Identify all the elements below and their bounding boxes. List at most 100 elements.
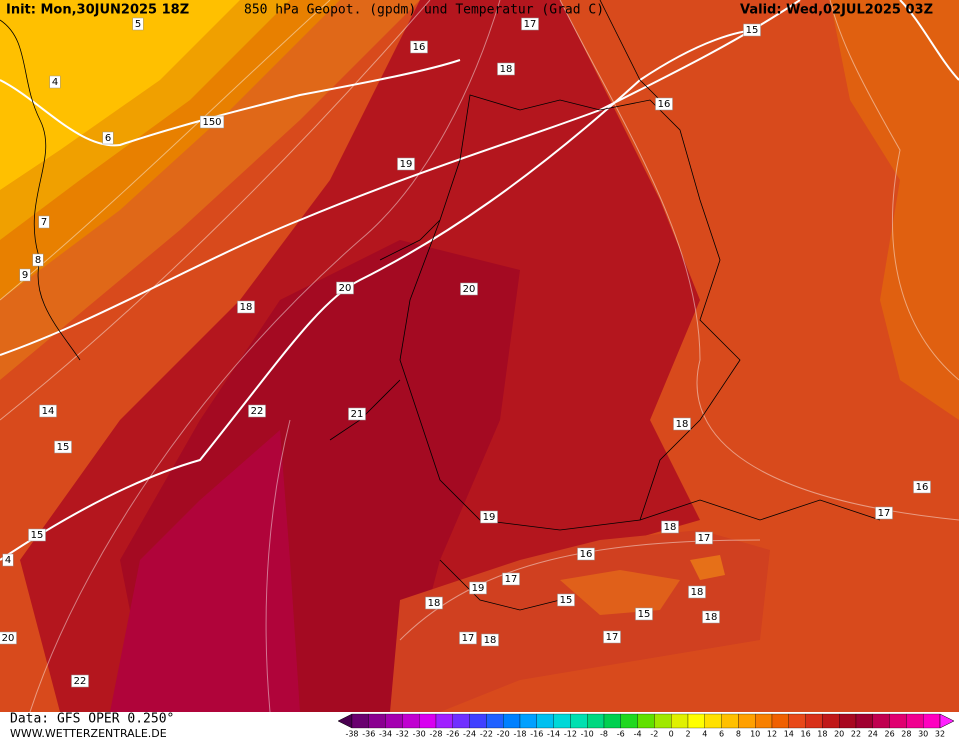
contour-label: 19: [480, 510, 498, 524]
legend-tick-label: 26: [885, 730, 895, 739]
website: WWW.WETTERZENTRALE.DE: [10, 727, 167, 740]
contour-label-text: 15: [31, 530, 44, 541]
legend-tick-label: -32: [396, 730, 409, 739]
contour-label: 19: [397, 157, 415, 171]
legend-swatch: [738, 713, 756, 729]
contour-label: 17: [695, 531, 713, 545]
contour-label-text: 19: [400, 159, 413, 170]
contour-label-box: [469, 581, 487, 595]
legend-tick-label: 8: [736, 730, 741, 739]
legend-swatch: [351, 713, 369, 729]
legend-tick-label: 6: [719, 730, 724, 739]
legend-tick-label: 4: [702, 730, 707, 739]
contour-label-box: [635, 607, 653, 621]
contour-label-text: 14: [42, 406, 55, 417]
contour-label-box: [497, 62, 515, 76]
legend-tick-label: -6: [617, 730, 625, 739]
contour-label: 9: [19, 268, 31, 282]
legend-swatch: [536, 713, 554, 729]
contour-label-text: 7: [41, 217, 47, 228]
contour-label-text: 20: [463, 284, 476, 295]
legend-swatch: [671, 713, 689, 729]
contour-label-box: [688, 585, 706, 599]
contour-label-text: 18: [705, 612, 718, 623]
contour-label: 18: [497, 62, 515, 76]
contour-label-box: [28, 528, 46, 542]
contour-label: 15: [635, 607, 653, 621]
contour-label: 15: [54, 440, 72, 454]
contour-label: 7: [38, 215, 50, 229]
contour-label-box: [19, 268, 31, 282]
contour-label: 18: [237, 300, 255, 314]
contour-label-box: [480, 510, 498, 524]
legend-swatch: [419, 713, 437, 729]
legend-swatch: [469, 713, 487, 729]
map-field: [0, 0, 959, 713]
legend-swatch: [923, 713, 941, 729]
contour-label-box: [695, 531, 713, 545]
legend-tick-label: -12: [564, 730, 577, 739]
contour-label-box: [673, 417, 691, 431]
contour-label-text: 21: [351, 409, 364, 420]
legend-swatch: [822, 713, 840, 729]
color-legend: -38 -36 -34 -32 -30 -28 -26 -24 -22 -20 -18 -16 -14-…: [337, 713, 955, 739]
legend-swatch: [721, 713, 739, 729]
contour-label-box: [913, 480, 931, 494]
contour-label-text: 19: [483, 512, 496, 523]
contour-label-box: [875, 506, 893, 520]
contour-label-text: 19: [472, 583, 485, 594]
legend-swatch: [368, 713, 386, 729]
legend-swatch: [637, 713, 655, 729]
contour-label-text: 6: [105, 133, 111, 144]
contour-label: 5: [132, 17, 144, 31]
contour-label-box: [661, 520, 679, 534]
legend-tick-label: 18: [817, 730, 827, 739]
contour-label-text: 17: [462, 633, 475, 644]
contour-label-text: 20: [2, 633, 15, 644]
contour-label: 6: [102, 131, 114, 145]
legend-swatch: [385, 713, 403, 729]
legend-swatch: [704, 713, 722, 729]
legend-swatch: [839, 713, 857, 729]
legend-tick-label: 24: [868, 730, 878, 739]
contour-label: 22: [71, 674, 89, 688]
contour-label-text: 15: [638, 609, 651, 620]
legend-swatch: [906, 713, 924, 729]
legend-tick-label: -38: [345, 730, 358, 739]
contour-label-box: [71, 674, 89, 688]
contour-label: 18: [673, 417, 691, 431]
contour-label-box: [577, 547, 595, 561]
contour-label-box: [743, 23, 761, 37]
contour-label: 4: [2, 553, 14, 567]
contour-label-text: 17: [698, 533, 711, 544]
contour-label-box: [132, 17, 144, 31]
contour-label: 16: [655, 97, 673, 111]
legend-swatch: [570, 713, 588, 729]
contour-label-text: 17: [524, 19, 537, 30]
contour-label: 16: [577, 547, 595, 561]
legend-tick-label: -8: [600, 730, 608, 739]
data-source: Data: GFS OPER 0.250°: [10, 712, 174, 727]
contour-label: 15: [743, 23, 761, 37]
legend-tick-label: -34: [379, 730, 392, 739]
contour-label-box: [49, 75, 61, 89]
legend-tick-label: 20: [834, 730, 844, 739]
legend-tick-label: -20: [497, 730, 510, 739]
contour-label-text: 8: [35, 255, 41, 266]
contour-label: 18: [425, 596, 443, 610]
legend-swatch: [855, 713, 873, 729]
legend-tick-label: 0: [669, 730, 674, 739]
contour-label-text: 4: [5, 555, 11, 566]
header: Init: Mon,30JUN2025 18Z 850 hPa Geopot. …: [6, 3, 933, 18]
contour-label-box: [459, 631, 477, 645]
legend-swatch: [402, 713, 420, 729]
contour-label-text: 15: [746, 25, 759, 36]
contour-label-text: 18: [676, 419, 689, 430]
legend-swatch: [435, 713, 453, 729]
contour-label: 17: [875, 506, 893, 520]
legend-swatch: [452, 713, 470, 729]
init-time: Init: Mon,30JUN2025 18Z: [6, 3, 189, 18]
contour-label: 22: [248, 404, 266, 418]
valid-time: Valid: Wed,02JUL2025 03Z: [740, 3, 933, 18]
contour-label-text: 20: [339, 283, 352, 294]
